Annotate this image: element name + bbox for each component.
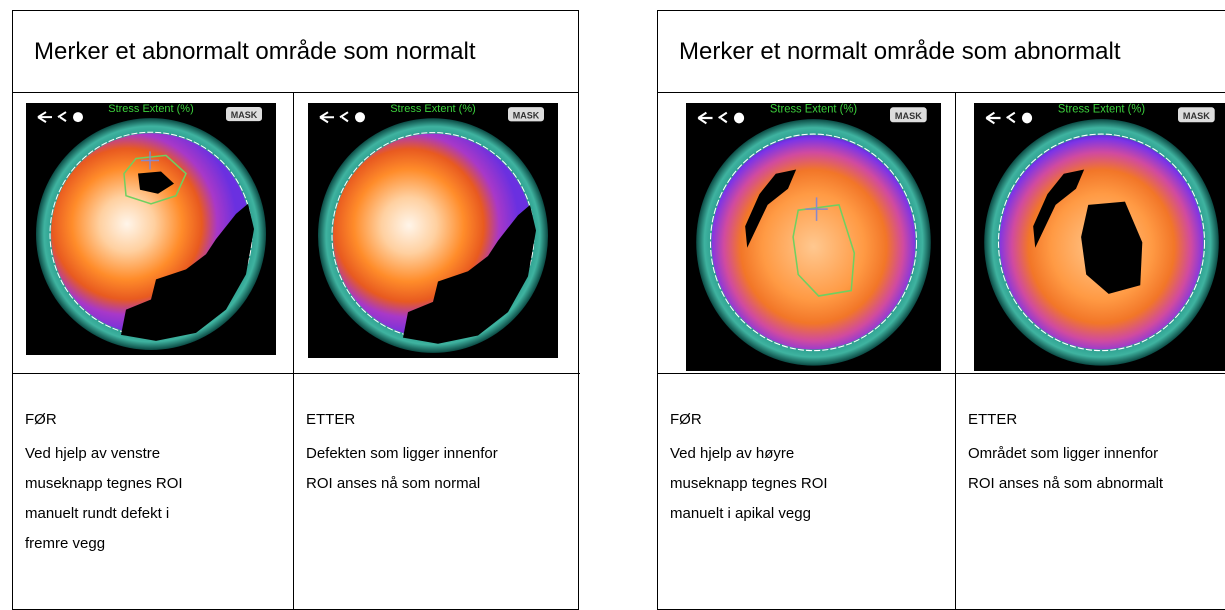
table-cell: Stress Extent (%) MASK ETTER Defekten som l… (294, 93, 580, 609)
image-cell: Stress Extent (%) MASK (658, 93, 955, 374)
image-label: Stress Extent (%) (108, 103, 193, 115)
badge: MASK (513, 110, 540, 120)
table-cell: Stress Extent (%) MASK FØR Ved hjelp av ven… (13, 93, 294, 609)
cell-heading: FØR (25, 411, 57, 428)
image-cell: Stress Extent (%) MASK (956, 93, 1225, 374)
cell-text: Området som ligger innenfor (968, 445, 1158, 462)
cell-text: ROI anses nå som normal (306, 475, 480, 492)
polar-map-image: Stress Extent (%) MASK (686, 103, 941, 371)
cell-text: Ved hjelp av venstre (25, 445, 160, 462)
toolbar-icon (734, 113, 744, 124)
image-label: Stress Extent (%) (1058, 103, 1145, 115)
cell-text: museknapp tegnes ROI (670, 475, 828, 492)
cell-text: Defekten som ligger innenfor (306, 445, 498, 462)
table-cell: Stress Extent (%) MASK FØR Ved hjelp av høy… (658, 93, 956, 609)
cell-text: ROI anses nå som abnormalt (968, 475, 1163, 492)
badge: MASK (895, 110, 922, 121)
cell-heading: ETTER (968, 411, 1017, 428)
cell-heading: ETTER (306, 411, 355, 428)
image-cell: Stress Extent (%) MASK (294, 93, 580, 374)
page: Merker et abnormalt område som normalt St… (0, 0, 1225, 568)
toolbar-icon (355, 112, 365, 122)
image-label: Stress Extent (%) (770, 103, 857, 115)
table-title: Merker et abnormalt område som normalt (13, 11, 578, 93)
cell-text: manuelt rundt defekt i (25, 505, 169, 522)
polar-map-image: Stress Extent (%) MASK (308, 103, 558, 358)
toolbar-icon (1022, 113, 1032, 124)
table-title: Merker et normalt område som abnormalt (658, 11, 1225, 93)
badge: MASK (231, 110, 258, 120)
cell-text: fremre vegg (25, 535, 105, 552)
cell-text: Ved hjelp av høyre (670, 445, 794, 462)
cell-text: museknapp tegnes ROI (25, 475, 183, 492)
cell-heading: FØR (670, 411, 702, 428)
perfusion (712, 135, 916, 349)
polar-map-image: Stress Extent (%) MASK (26, 103, 276, 355)
badge: MASK (1183, 110, 1210, 121)
image-label: Stress Extent (%) (390, 103, 476, 115)
polar-map-image: Stress Extent (%) MASK (974, 103, 1225, 371)
toolbar-icon (73, 112, 83, 122)
image-cell: Stress Extent (%) MASK (13, 93, 293, 374)
cell-text: manuelt i apikal vegg (670, 505, 811, 522)
table-cell: Stress Extent (%) MASK ETTER Området som li… (956, 93, 1225, 609)
